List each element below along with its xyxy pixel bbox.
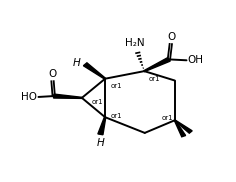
Polygon shape <box>174 120 192 133</box>
Text: or1: or1 <box>111 83 122 89</box>
Polygon shape <box>54 94 82 98</box>
Text: O: O <box>48 70 57 79</box>
Text: H: H <box>97 138 104 148</box>
Polygon shape <box>83 63 105 79</box>
Text: H: H <box>73 58 81 68</box>
Text: HO: HO <box>21 92 37 102</box>
Polygon shape <box>98 117 106 135</box>
Polygon shape <box>144 58 170 72</box>
Text: OH: OH <box>188 55 204 65</box>
Text: O: O <box>167 32 175 42</box>
Text: or1: or1 <box>161 114 173 120</box>
Text: H₂N: H₂N <box>125 38 144 48</box>
Text: or1: or1 <box>91 99 103 105</box>
Polygon shape <box>174 120 186 137</box>
Text: or1: or1 <box>111 113 122 119</box>
Text: or1: or1 <box>149 76 160 82</box>
